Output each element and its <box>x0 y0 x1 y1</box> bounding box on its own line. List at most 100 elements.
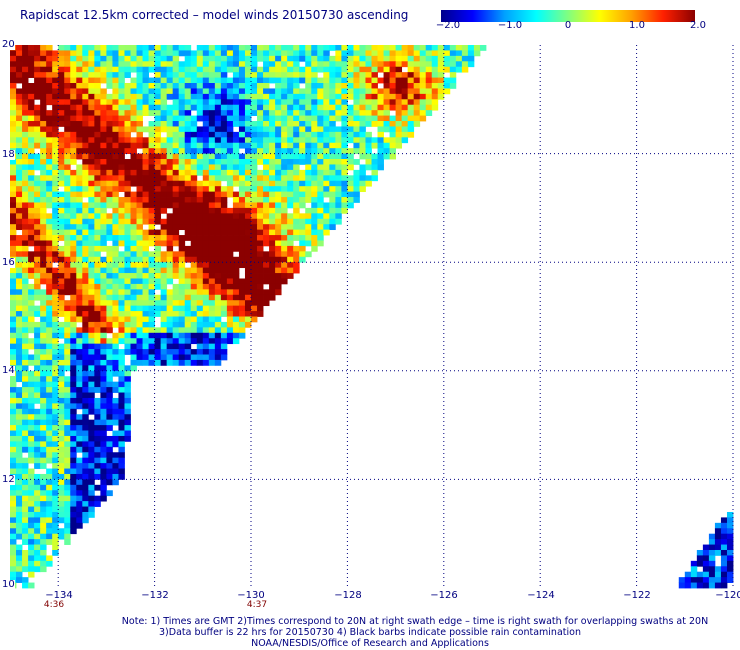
wind-cell <box>251 175 258 182</box>
wind-cell <box>251 311 258 317</box>
wind-cell <box>269 289 276 296</box>
wind-cell <box>10 549 17 556</box>
wind-cell <box>263 191 270 198</box>
wind-cell <box>52 218 59 225</box>
wind-cell <box>88 359 95 366</box>
wind-cell <box>94 381 101 388</box>
wind-cell <box>10 506 17 513</box>
wind-cell <box>34 115 41 122</box>
wind-cell <box>244 126 252 133</box>
wind-cell <box>347 186 354 193</box>
wind-cell <box>244 55 252 62</box>
wind-cell <box>52 169 59 176</box>
wind-cell <box>323 153 330 160</box>
wind-cell <box>257 126 264 133</box>
wind-cell <box>275 137 282 144</box>
wind-cell <box>94 316 101 323</box>
wind-cell <box>257 121 264 127</box>
wind-cell <box>112 148 119 154</box>
wind-cell <box>40 175 47 182</box>
wind-cell <box>130 153 137 160</box>
wind-cell <box>136 343 143 350</box>
wind-cell <box>52 273 59 279</box>
wind-cell <box>46 197 53 203</box>
wind-cell <box>34 343 41 350</box>
wind-cell <box>208 338 216 345</box>
wind-cell <box>208 88 216 95</box>
wind-cell <box>28 566 35 573</box>
wind-cell <box>16 452 23 459</box>
wind-cell <box>88 289 95 296</box>
wind-cell <box>335 66 342 73</box>
wind-cell <box>449 83 457 89</box>
wind-cell <box>22 316 29 323</box>
colorbar-label-pos1: 1.0 <box>629 20 645 31</box>
wind-cell <box>208 148 216 154</box>
wind-cell <box>124 435 131 442</box>
wind-cell <box>28 571 35 578</box>
wind-cell <box>220 327 228 334</box>
wind-cell <box>257 110 264 116</box>
wind-cell <box>118 83 125 89</box>
wind-cell <box>58 121 65 127</box>
wind-cell <box>40 517 47 524</box>
wind-cell <box>178 83 186 89</box>
wind-cell <box>305 110 312 116</box>
wind-cell <box>172 55 180 62</box>
wind-cell <box>226 180 234 187</box>
wind-cell <box>226 262 234 269</box>
wind-cell <box>287 72 294 78</box>
wind-cell <box>28 224 35 231</box>
wind-cell <box>76 283 83 290</box>
wind-cell <box>124 229 131 236</box>
wind-cell <box>10 539 17 545</box>
wind-cell <box>244 99 252 106</box>
wind-cell <box>76 115 83 122</box>
wind-cell <box>678 582 686 589</box>
wind-cell <box>251 283 258 290</box>
wind-cell <box>52 267 59 274</box>
wind-cell <box>88 93 95 100</box>
wind-cell <box>251 83 258 89</box>
wind-cell <box>124 240 131 247</box>
wind-cell <box>52 506 59 513</box>
wind-cell <box>136 359 143 366</box>
wind-cell <box>100 370 107 377</box>
wind-cell <box>275 164 282 171</box>
wind-cell <box>269 278 276 285</box>
wind-cell <box>58 115 65 122</box>
wind-cell <box>82 359 89 366</box>
wind-cell <box>251 50 258 57</box>
wind-cell <box>70 45 77 51</box>
wind-cell <box>160 218 168 225</box>
wind-cell <box>172 50 180 57</box>
wind-cell <box>232 83 240 89</box>
wind-cell <box>22 207 29 214</box>
wind-cell <box>232 273 240 279</box>
wind-cell <box>148 110 156 116</box>
wind-cell <box>118 289 125 296</box>
wind-cell <box>287 55 294 62</box>
wind-cell <box>148 235 156 241</box>
wind-cell <box>106 213 113 220</box>
wind-cell <box>263 126 270 133</box>
wind-cell <box>299 55 306 62</box>
wind-cell <box>395 66 403 73</box>
wind-cell <box>22 164 29 171</box>
wind-cell <box>58 359 65 366</box>
wind-cell <box>70 153 77 160</box>
wind-cell <box>208 256 216 263</box>
wind-cell <box>70 131 77 138</box>
wind-cell <box>34 349 41 355</box>
wind-cell <box>269 50 276 57</box>
wind-cell <box>407 45 415 51</box>
wind-cell <box>112 45 119 51</box>
wind-cell <box>281 110 288 116</box>
wind-cell <box>437 72 445 78</box>
wind-cell <box>130 191 137 198</box>
wind-cell <box>124 316 131 323</box>
wind-cell <box>184 115 192 122</box>
wind-cell <box>40 294 47 301</box>
wind-cell <box>257 191 264 198</box>
wind-cell <box>287 83 294 89</box>
